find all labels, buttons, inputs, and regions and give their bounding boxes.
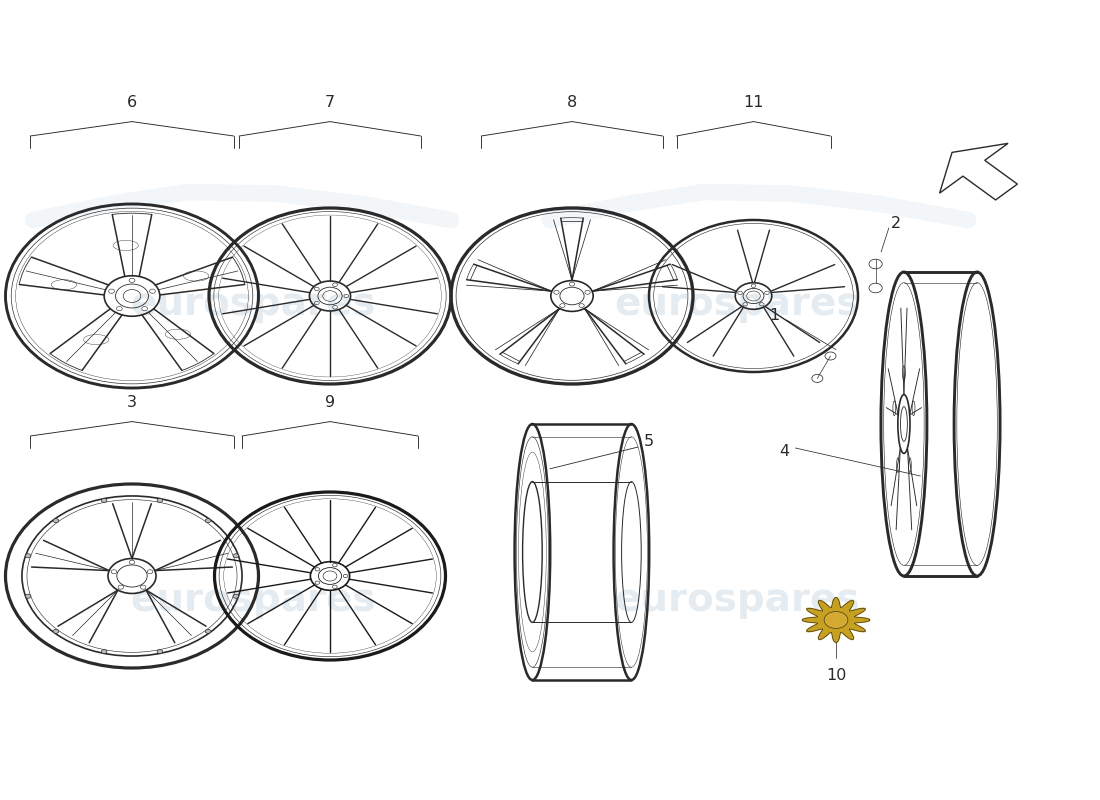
Ellipse shape [233,594,239,598]
Ellipse shape [206,518,211,522]
Ellipse shape [101,650,107,654]
Text: 9: 9 [324,395,336,410]
Text: 5: 5 [644,434,653,450]
Text: 2: 2 [891,217,901,231]
Text: 6: 6 [126,95,138,110]
Text: eurospares: eurospares [130,285,376,323]
Text: 10: 10 [826,668,846,683]
Ellipse shape [25,554,31,558]
Text: eurospares: eurospares [614,581,860,619]
Text: 7: 7 [324,95,336,110]
Text: 3: 3 [126,395,138,410]
Text: eurospares: eurospares [130,581,376,619]
Ellipse shape [157,498,163,502]
Ellipse shape [233,554,239,558]
Ellipse shape [101,498,107,502]
Text: 4: 4 [780,445,790,459]
Text: 8: 8 [566,95,578,110]
Polygon shape [939,143,1018,200]
Text: eurospares: eurospares [614,285,860,323]
Text: 11: 11 [744,95,763,110]
Polygon shape [802,598,870,642]
Ellipse shape [25,594,31,598]
Ellipse shape [53,630,58,634]
Ellipse shape [53,518,58,522]
Ellipse shape [157,650,163,654]
Ellipse shape [206,630,211,634]
Text: 1: 1 [770,308,780,322]
Ellipse shape [824,611,848,629]
